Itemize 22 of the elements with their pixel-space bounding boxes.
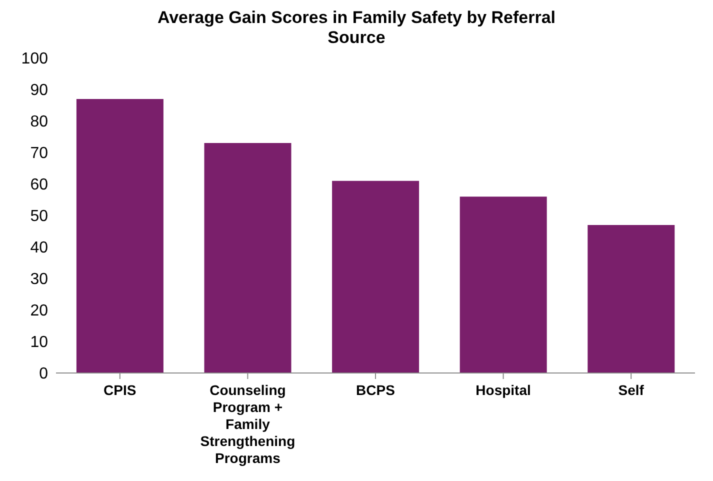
y-tick-label: 70 — [30, 145, 48, 162]
x-tick-label: Self — [618, 382, 644, 398]
y-tick-label: 90 — [30, 82, 48, 100]
bar — [588, 224, 675, 373]
bar — [460, 196, 547, 373]
bar — [204, 143, 292, 373]
y-tick-label: 40 — [30, 240, 48, 257]
x-tick-label: CPIS — [104, 382, 136, 398]
bar — [76, 98, 164, 373]
y-tick-label: 60 — [30, 176, 48, 194]
y-tick-label: 80 — [30, 114, 48, 131]
chart-title: Average Gain Scores in Family Safety by Referral Source — [156, 8, 556, 49]
y-tick-label: 100 — [21, 50, 48, 68]
y-tick-label: 10 — [30, 334, 48, 352]
y-tick-label: 30 — [30, 271, 48, 288]
x-tick-label: Counseling Program + Family Strengthening Programs — [200, 382, 296, 466]
y-tick-label: 0 — [39, 366, 48, 383]
x-tick-label: BCPS — [356, 382, 395, 398]
y-tick-label: 20 — [30, 302, 48, 320]
bar — [332, 180, 420, 373]
y-tick-label: 50 — [30, 208, 48, 226]
x-tick-label: Hospital — [476, 382, 531, 398]
